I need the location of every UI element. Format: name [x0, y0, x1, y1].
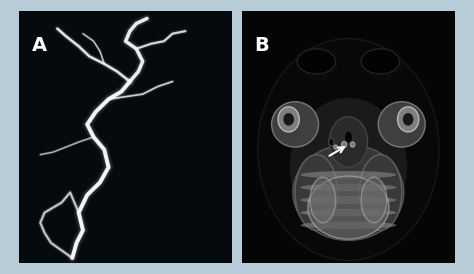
Ellipse shape [272, 102, 319, 147]
Ellipse shape [310, 177, 336, 223]
Ellipse shape [328, 138, 334, 146]
Ellipse shape [293, 145, 404, 240]
Ellipse shape [403, 113, 413, 126]
Circle shape [350, 142, 355, 147]
Ellipse shape [361, 49, 400, 74]
Ellipse shape [283, 113, 294, 126]
Ellipse shape [344, 131, 353, 143]
Ellipse shape [361, 177, 387, 223]
Text: B: B [255, 36, 269, 55]
Ellipse shape [301, 209, 396, 216]
Ellipse shape [308, 176, 389, 239]
Text: A: A [32, 36, 47, 55]
Ellipse shape [329, 117, 368, 167]
Ellipse shape [258, 39, 439, 261]
Ellipse shape [359, 155, 401, 230]
Ellipse shape [278, 107, 300, 132]
Ellipse shape [378, 102, 425, 147]
Ellipse shape [301, 196, 396, 204]
Ellipse shape [397, 107, 419, 132]
Circle shape [334, 145, 337, 149]
Ellipse shape [301, 184, 396, 191]
Ellipse shape [301, 221, 396, 229]
Ellipse shape [301, 171, 396, 179]
Ellipse shape [295, 155, 337, 230]
Ellipse shape [290, 98, 407, 236]
Ellipse shape [359, 51, 401, 82]
Ellipse shape [297, 49, 336, 74]
Ellipse shape [295, 51, 337, 82]
Circle shape [342, 142, 346, 148]
